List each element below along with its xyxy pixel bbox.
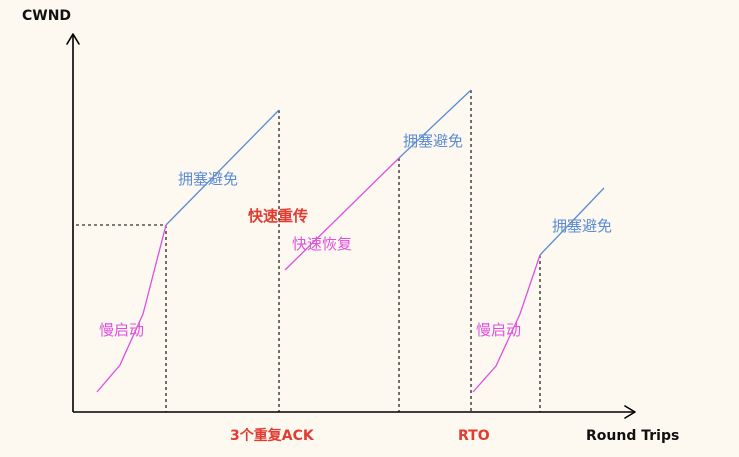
label-congestion-avoidance-2: 拥塞避免 (403, 132, 463, 150)
congestion-avoidance-line-3 (539, 187, 605, 256)
y-axis-label: CWND (22, 8, 71, 24)
x-axis-label: Round Trips (586, 428, 679, 444)
slow-start-curve-2 (472, 254, 541, 393)
label-slow-start-1: 慢启动 (99, 321, 144, 339)
label-congestion-avoidance-1: 拥塞避免 (178, 170, 238, 188)
y-axis-arrow-icon (66, 33, 80, 45)
slow-start-curve-1 (96, 224, 167, 393)
event-dup-ack: 3个重复ACK (230, 427, 315, 444)
congestion-avoidance-line-1 (165, 109, 280, 226)
label-fast-retransmit: 快速重传 (248, 207, 308, 225)
label-slow-start-2: 慢启动 (476, 321, 521, 339)
fast-recovery-line (284, 157, 400, 271)
x-axis-arrow-icon (624, 405, 636, 419)
label-fast-recovery: 快速恢复 (292, 235, 352, 253)
congestion-avoidance-line-2 (398, 89, 472, 159)
event-rto: RTO (458, 428, 490, 444)
label-congestion-avoidance-3: 拥塞避免 (552, 217, 612, 235)
